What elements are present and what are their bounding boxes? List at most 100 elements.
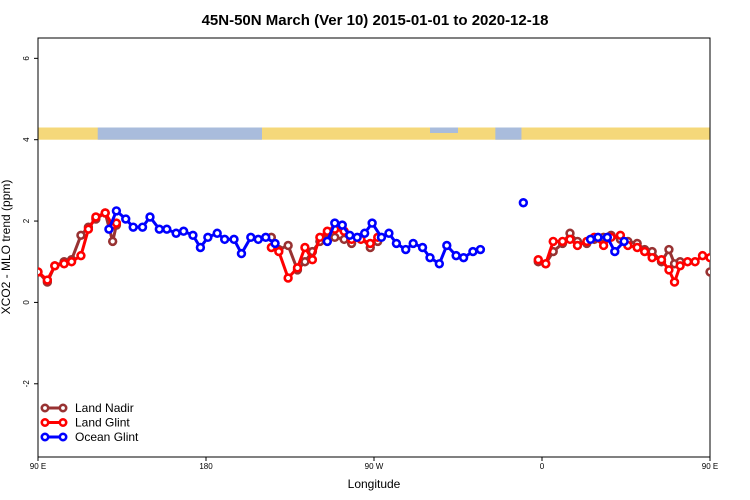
data-point-land-glint xyxy=(541,259,551,269)
legend-swatch-point xyxy=(40,432,50,442)
data-point-land-glint xyxy=(705,252,710,263)
legend-label: Land Glint xyxy=(75,416,130,430)
data-point-land-glint xyxy=(565,234,575,245)
map-strip-ocean xyxy=(495,127,522,140)
data-point-land-glint xyxy=(307,255,318,265)
x-tick-label: 180 xyxy=(199,462,213,471)
data-point-land-glint xyxy=(733,214,740,221)
legend-item-land-glint: Land Glint xyxy=(40,416,130,430)
data-point-ocean-glint xyxy=(145,212,155,222)
data-point-ocean-glint xyxy=(602,232,613,243)
x-axis: 90 E 180 90 W 0 90 E xyxy=(30,457,718,471)
data-point-land-glint xyxy=(100,208,110,218)
map-strip-ocean xyxy=(97,127,262,140)
data-point-ocean-glint xyxy=(401,244,411,255)
x-tick-label: 90 E xyxy=(702,462,718,471)
data-point-ocean-glint xyxy=(253,234,263,245)
data-point-land-glint xyxy=(682,257,693,267)
data-point-ocean-glint xyxy=(154,224,165,234)
series-ocean-glint xyxy=(104,198,629,269)
data-point-land-glint xyxy=(111,218,122,228)
data-point-land-glint xyxy=(365,238,375,249)
data-point-land-nadir xyxy=(76,230,86,240)
data-point-land-nadir xyxy=(330,232,340,243)
y-tick-label: -2 xyxy=(22,380,31,388)
legend-item-land-nadir: Land Nadir xyxy=(40,401,134,415)
data-point-ocean-glint xyxy=(359,228,370,238)
data-point-land-glint xyxy=(50,261,60,271)
data-point-ocean-glint xyxy=(345,230,355,240)
data-point-land-glint xyxy=(42,275,53,285)
legend-swatch-point xyxy=(58,403,68,413)
data-point-land-nadir xyxy=(723,262,730,269)
legend-item-ocean-glint: Ocean Glint xyxy=(40,430,139,444)
data-point-land-glint xyxy=(83,224,94,234)
data-point-land-glint xyxy=(59,259,69,269)
data-point-land-glint xyxy=(38,267,43,277)
data-point-land-glint xyxy=(76,250,86,261)
data-point-ocean-glint xyxy=(229,234,239,245)
map-strip-ocean xyxy=(430,127,458,133)
data-point-land-glint xyxy=(572,240,583,251)
data-point-ocean-glint xyxy=(270,238,280,249)
data-point-land-glint xyxy=(632,242,642,253)
data-point-land-glint xyxy=(283,273,293,283)
data-point-land-glint xyxy=(300,242,310,253)
legend-label: Land Nadir xyxy=(75,401,134,415)
data-point-land-glint xyxy=(740,210,747,217)
data-point-land-glint xyxy=(675,261,685,271)
y-tick-label: 4 xyxy=(22,137,31,142)
data-point-land-glint xyxy=(292,263,303,273)
y-tick-label: 2 xyxy=(22,218,31,223)
legend-swatch-point xyxy=(40,403,50,413)
legend-label: Ocean Glint xyxy=(75,430,139,444)
data-point-ocean-glint xyxy=(219,234,230,245)
y-axis-label: XCO2 - MLO trend (ppm) xyxy=(0,180,13,315)
data-point-ocean-glint xyxy=(261,232,271,243)
data-point-land-glint xyxy=(548,236,558,247)
data-point-ocean-glint xyxy=(468,246,478,257)
data-point-land-glint xyxy=(656,255,667,265)
data-point-land-glint xyxy=(639,246,650,257)
data-point-ocean-glint xyxy=(391,238,402,249)
data-point-ocean-glint xyxy=(188,230,198,240)
legend-swatch-point xyxy=(40,417,50,427)
data-point-land-glint xyxy=(274,246,284,257)
data-point-land-glint xyxy=(66,257,77,267)
x-tick-label: 0 xyxy=(540,462,545,471)
data-point-land-glint xyxy=(716,250,723,257)
data-point-ocean-glint xyxy=(111,206,122,216)
data-point-land-glint xyxy=(647,252,657,263)
y-tick-label: 6 xyxy=(22,56,31,61)
data-point-ocean-glint xyxy=(442,240,452,251)
data-point-ocean-glint xyxy=(384,228,394,238)
data-point-land-nadir xyxy=(716,279,723,286)
data-point-land-glint xyxy=(664,265,674,275)
data-point-land-glint xyxy=(91,212,101,222)
data-point-ocean-glint xyxy=(518,198,529,208)
x-axis-label: Longitude xyxy=(348,477,401,491)
series-line-land-nadir xyxy=(38,211,118,284)
data-point-land-nadir xyxy=(740,256,747,263)
data-point-land-glint xyxy=(723,232,730,239)
data-point-ocean-glint xyxy=(475,244,486,255)
data-point-ocean-glint xyxy=(451,250,461,261)
data-point-ocean-glint xyxy=(178,226,189,236)
data-point-ocean-glint xyxy=(585,234,596,245)
legend-swatch-point xyxy=(58,417,68,427)
data-point-land-nadir xyxy=(733,258,740,265)
data-point-ocean-glint xyxy=(352,232,362,243)
data-point-ocean-glint xyxy=(434,259,445,269)
data-point-land-glint xyxy=(690,257,700,267)
series-line-land-nadir xyxy=(708,271,710,275)
data-point-ocean-glint xyxy=(376,232,387,243)
data-point-ocean-glint xyxy=(322,236,333,247)
data-point-land-glint xyxy=(557,236,568,247)
data-point-ocean-glint xyxy=(162,224,172,234)
data-point-ocean-glint xyxy=(367,218,377,228)
data-point-ocean-glint xyxy=(417,242,428,253)
x-tick-label: 90 E xyxy=(30,462,46,471)
data-point-land-nadir xyxy=(283,240,293,251)
